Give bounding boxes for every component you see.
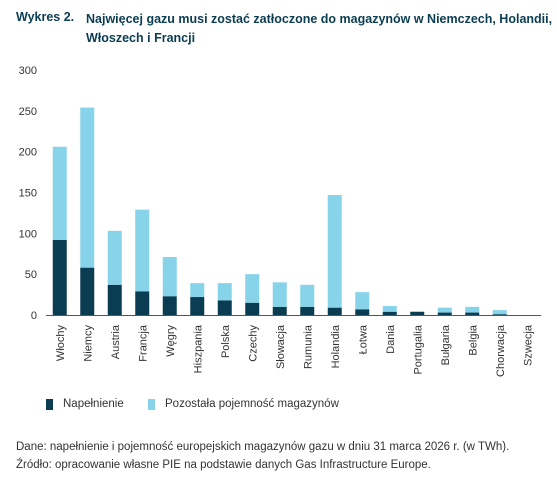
x-tick-label: Czechy <box>247 325 259 362</box>
x-tick-label: Polska <box>220 324 232 358</box>
bar-remaining <box>355 292 370 310</box>
bar-filled <box>437 312 452 315</box>
source-credit: Źródło: opracowanie własne PIE na podsta… <box>16 459 431 471</box>
bar-remaining <box>245 274 260 303</box>
title-text: Najwięcej gazu musi zostać zatłoczone do… <box>86 12 553 45</box>
bar-filled <box>162 296 177 315</box>
bar-filled <box>245 302 260 315</box>
bar-filled <box>52 239 67 315</box>
x-tick-label: Dania <box>385 324 397 354</box>
bar-filled <box>217 300 232 315</box>
x-tick-label: Holandia <box>330 324 342 368</box>
x-tick-label: Włochy <box>55 325 67 362</box>
bar-filled <box>382 311 397 315</box>
legend-swatch-remaining <box>148 398 155 410</box>
legend-label-remaining: Pozostała pojemność magazynów <box>165 398 339 410</box>
x-tick-label: Bułgaria <box>440 324 452 365</box>
bar-remaining <box>135 209 150 292</box>
x-tick-label: Niemcy <box>82 325 94 362</box>
bar-remaining <box>190 283 205 298</box>
bar-filled <box>107 284 122 315</box>
legend-label-filled: Napełnienie <box>63 398 124 410</box>
x-tick-label: Austria <box>110 324 122 359</box>
y-tick-label: 50 <box>25 269 37 281</box>
bar-remaining <box>52 146 67 240</box>
bar-remaining <box>217 283 232 301</box>
bar-filled <box>80 267 95 315</box>
x-tick-label: Rumunia <box>302 324 314 369</box>
bar-remaining <box>162 257 177 297</box>
x-tick-label: Łotwa <box>357 324 369 354</box>
bar-remaining <box>80 107 95 268</box>
y-tick-label: 250 <box>19 106 37 118</box>
x-tick-label: Hiszpania <box>192 324 204 373</box>
x-tick-label: Szwecja <box>522 324 534 366</box>
bar-remaining <box>327 194 342 308</box>
bar-filled <box>355 309 370 315</box>
x-tick-label: Chorwacja <box>495 324 507 377</box>
x-tick-label: Portugalia <box>412 324 424 374</box>
y-tick-label: 300 <box>19 65 37 77</box>
bar-remaining <box>272 282 287 307</box>
legend-item-filled: Napełnienie <box>46 398 124 410</box>
x-tick-label: Słowacja <box>275 324 287 369</box>
bar-remaining <box>437 307 452 313</box>
stacked-bar-chart: 0 50 100 150 200 250 300 Włochy Niemcy Austria Fra… <box>19 65 541 377</box>
bar-filled <box>327 307 342 315</box>
legend-item-remaining: Pozostała pojemność magazynów <box>148 398 339 410</box>
bar-filled <box>135 291 150 315</box>
source-note: Dane: napełnienie i pojemność europejski… <box>16 441 510 453</box>
bar-remaining <box>300 284 315 307</box>
bar-filled <box>465 312 480 315</box>
bar-remaining <box>465 306 480 313</box>
bar-remaining <box>382 306 397 312</box>
bar-filled <box>272 306 287 315</box>
bar-filled <box>190 297 205 315</box>
bar-filled <box>410 311 425 315</box>
y-tick-label: 0 <box>31 310 37 322</box>
title-prefix: Wykres 2. <box>16 10 75 24</box>
y-tick-label: 150 <box>19 188 37 200</box>
y-tick-label: 200 <box>19 147 37 159</box>
bar-remaining <box>107 230 122 285</box>
x-tick-label: Belgia <box>467 324 479 355</box>
x-tick-label: Francja <box>137 324 149 362</box>
bar-remaining <box>492 310 507 315</box>
bar-filled <box>492 314 507 315</box>
legend-swatch-filled <box>46 398 53 410</box>
y-tick-label: 100 <box>19 228 37 240</box>
x-tick-label: Węgry <box>165 325 177 357</box>
bar-filled <box>300 306 315 315</box>
